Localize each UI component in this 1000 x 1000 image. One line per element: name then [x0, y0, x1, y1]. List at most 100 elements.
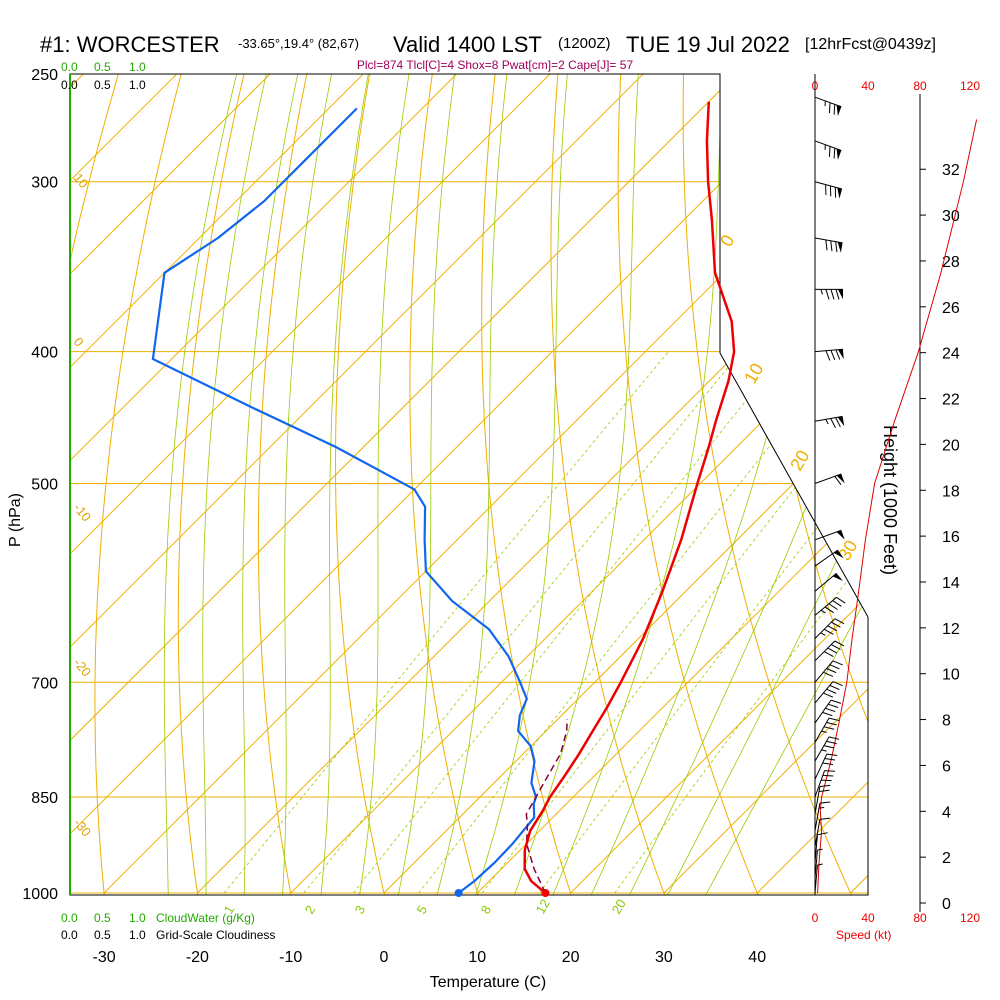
height-tick-label: 0 — [942, 896, 951, 913]
barb-staff — [815, 97, 841, 107]
speed-tick-40-bottom: 40 — [861, 911, 875, 925]
moist-adiabat-line — [164, 74, 236, 922]
temperature-axis: -30 -20 -10 0 10 20 30 40 — [93, 949, 767, 966]
barb-full — [830, 685, 840, 689]
cloudwater-tick-1: 0.5 — [94, 60, 111, 74]
barb-pennant — [833, 573, 843, 581]
barb-full — [831, 241, 832, 251]
forecast-info: [12hrFcst@0439z] — [805, 36, 936, 53]
dry-adiabat-label: 0 — [71, 334, 87, 349]
pressure-tick-label: 250 — [31, 67, 58, 84]
temperature-tick-label: -30 — [93, 949, 116, 966]
barb-pennant — [837, 530, 845, 539]
x-axis-label: Temperature (C) — [430, 974, 546, 991]
dry-adiabat-line — [618, 50, 769, 922]
cloudwater-tick-0-bottom: 0.0 — [61, 911, 78, 925]
cloudiness-tick-1: 0.5 — [94, 78, 111, 92]
mixing-ratio-line — [353, 352, 785, 893]
wind-barb — [815, 97, 841, 116]
barb-staff — [815, 573, 836, 591]
thermo-grid — [0, 50, 1000, 922]
mixing-ratio-line — [224, 352, 668, 893]
y-axis-label: P (hPa) — [7, 493, 24, 547]
barb-pennant — [837, 105, 842, 116]
speed-scale-bottom: 0 40 80 120 Speed (kt) — [812, 911, 981, 942]
isotherm-label: 30 — [834, 537, 861, 564]
wind-barb — [815, 682, 843, 703]
mixing-ratio-line — [304, 352, 741, 893]
barb-full — [834, 148, 835, 158]
barb-half — [821, 633, 826, 635]
cloudiness-label: Grid-Scale Cloudiness — [156, 928, 275, 942]
zulu-time: (1200Z) — [558, 35, 611, 52]
dry-adiabat-line — [683, 50, 864, 922]
dry-adiabat-line — [994, 50, 1000, 922]
dry-adiabat-label: -20 — [71, 655, 95, 679]
temperature-tick-label: -10 — [279, 949, 302, 966]
pressure-tick-label: 400 — [31, 345, 58, 362]
height-tick-label: 14 — [942, 575, 960, 592]
temperature-tick-label: 0 — [380, 949, 389, 966]
mixing-ratio-label: 8 — [478, 903, 495, 917]
mixing-ratio-label: 20 — [609, 896, 629, 916]
barb-staff — [815, 238, 843, 243]
dry-adiabat-line — [808, 50, 1000, 922]
barb-full — [829, 604, 838, 610]
barb-full — [829, 146, 830, 156]
barb-pennant — [837, 149, 842, 160]
cloudwater-tick-2-bottom: 1.0 — [129, 911, 146, 925]
barb-staff — [815, 661, 833, 682]
barb-full — [825, 771, 835, 772]
speed-scale-top: 0 40 80 120 — [812, 79, 981, 93]
barb-full — [836, 597, 845, 603]
height-tick-label: 20 — [942, 437, 960, 454]
mixing-ratio-line — [419, 352, 845, 893]
temperature-tick-label: 20 — [562, 949, 580, 966]
dry-adiabat-line — [8, 50, 125, 922]
dry-adiabat-line — [336, 50, 391, 922]
isotherm-label: 20 — [786, 447, 813, 474]
pressure-tick-label: 850 — [31, 790, 58, 807]
pressure-tick-label: 500 — [31, 477, 58, 494]
mixing-ratio-label: 5 — [414, 903, 431, 917]
moist-adiabat-line — [393, 74, 455, 922]
barb-full — [836, 242, 837, 252]
cloud-scale-top: 0.0 0.5 1.0 0.0 0.5 1.0 — [61, 60, 146, 92]
speed-tick-80: 80 — [913, 79, 927, 93]
barb-full — [831, 418, 836, 427]
barb-full — [821, 780, 831, 781]
temperature-line — [525, 102, 734, 893]
barb-staff — [815, 141, 841, 151]
height-tick-label: 18 — [942, 483, 960, 500]
height-tick-label: 4 — [942, 804, 951, 821]
moist-adiabat-line — [318, 74, 368, 922]
chart-title: #1: WORCESTER -33.65°,19.4° (82,67) Vali… — [40, 32, 936, 72]
barb-full — [834, 104, 835, 114]
barb-full — [831, 700, 841, 703]
barb-full — [820, 818, 830, 819]
height-tick-label: 26 — [942, 300, 960, 317]
cloudiness-tick-0: 0.0 — [61, 78, 78, 92]
barb-half — [817, 864, 822, 865]
dry-adiabat-line — [410, 50, 486, 922]
wind-barb — [815, 182, 842, 199]
temperature-tick-label: 30 — [655, 949, 673, 966]
barb-full — [824, 652, 833, 657]
speed-tick-80-bottom: 80 — [913, 911, 927, 925]
dry-adiabat-line — [95, 50, 188, 922]
station-location: -33.65°,19.4° (82,67) — [238, 36, 359, 51]
barb-full — [823, 693, 833, 697]
barb-pennant — [838, 242, 843, 253]
sounding-traces — [153, 102, 734, 897]
barb-pennant — [838, 416, 845, 426]
barb-full — [822, 712, 832, 715]
barb-staff — [815, 416, 843, 421]
height-axis-label: Height (1000 Feet) — [880, 425, 900, 575]
pressure-tick-label: 700 — [31, 675, 58, 692]
barb-staff — [815, 737, 829, 761]
barb-full — [826, 289, 829, 299]
barb-full — [828, 704, 838, 707]
cloudwater-label: CloudWater (g/Kg) — [156, 911, 255, 925]
height-tick-label: 8 — [942, 713, 951, 730]
moist-adiabat-line — [243, 74, 298, 922]
